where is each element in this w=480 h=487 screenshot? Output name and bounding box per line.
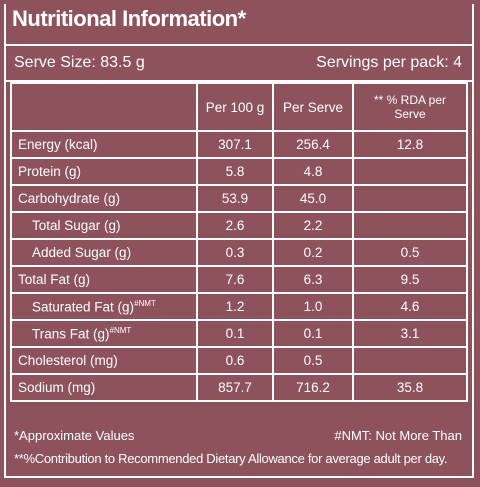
row: Trans Fat (g)#NMT 0.1 0.1 3.1 [10, 319, 468, 348]
value-cell: 857.7 [196, 373, 274, 402]
row: Total Fat (g) 7.6 6.3 9.5 [10, 265, 468, 294]
row-label: Total Sugar (g) [10, 211, 198, 240]
value-cell: 6.3 [272, 265, 354, 294]
value-cell: 3.1 [352, 319, 468, 348]
row-label: Saturated Fat (g)#NMT [10, 292, 198, 321]
title: Nutritional Information* [12, 6, 246, 31]
footnote: **%Contribution to Recommended Dietary A… [14, 451, 448, 466]
value-cell: 0.1 [196, 319, 274, 348]
row: Added Sugar (g) 0.3 0.2 0.5 [10, 238, 468, 267]
value-cell: 53.9 [196, 184, 274, 213]
empty-cell [352, 157, 468, 186]
value-cell: 7.6 [196, 265, 274, 294]
value-cell: 716.2 [272, 373, 354, 402]
row: Energy (kcal) 307.1 256.4 12.8 [10, 130, 468, 159]
value-cell: 0.1 [272, 319, 354, 348]
servings: Servings per pack: 4 [316, 54, 462, 71]
label-text: Total Sugar (g) [32, 218, 121, 233]
row: Sodium (mg) 857.7 716.2 35.8 [10, 373, 468, 402]
label-text: Trans Fat (g) [32, 326, 110, 342]
row-label: Energy (kcal) [10, 130, 198, 159]
label-text: Added Sugar (g) [32, 245, 132, 260]
row: Protein (g) 5.8 4.8 [10, 157, 468, 186]
header-row: Per 100 g Per Serve ** % RDA per Serve [10, 82, 468, 132]
label-text: Total Fat (g) [18, 272, 91, 287]
row: Cholesterol (mg) 0.6 0.5 [10, 346, 468, 375]
value-cell: 2.2 [272, 211, 354, 240]
header-cell: Per Serve [272, 82, 354, 132]
row-label: Added Sugar (g) [10, 238, 198, 267]
value-cell: 5.8 [196, 157, 274, 186]
row-label: Cholesterol (mg) [10, 346, 198, 375]
value-cell: 1.0 [272, 292, 354, 321]
value-cell: 0.3 [196, 238, 274, 267]
value-cell: 4.8 [272, 157, 354, 186]
row: Saturated Fat (g)#NMT 1.2 1.0 4.6 [10, 292, 468, 321]
serve-row: Serve Size: 83.5 g Servings per pack: 4 [6, 44, 472, 82]
value-cell: 1.2 [196, 292, 274, 321]
value-cell: 0.6 [196, 346, 274, 375]
label-note: #NMT [109, 325, 132, 335]
label-text: Cholesterol (mg) [18, 353, 118, 368]
row-label: Protein (g) [10, 157, 198, 186]
row-label: Sodium (mg) [10, 373, 198, 402]
row-label: Trans Fat (g)#NMT [10, 319, 198, 348]
label-note: #NMT [134, 298, 156, 308]
empty-cell [352, 184, 468, 213]
label-text: Energy (kcal) [18, 137, 98, 152]
label-box: Nutritional Information* Serve Size: 83.… [4, 4, 474, 478]
label-text: Saturated Fat (g) [32, 299, 135, 315]
nutrition-table: Per 100 g Per Serve ** % RDA per Serve E… [10, 82, 468, 402]
label-text: Protein (g) [18, 164, 82, 179]
value-cell: 35.8 [352, 373, 468, 402]
label-text: Carbohydrate (g) [18, 191, 121, 206]
header-cell [10, 82, 198, 132]
empty-cell [352, 346, 468, 375]
value-cell: 256.4 [272, 130, 354, 159]
footnote: #NMT: Not More Than [334, 428, 462, 443]
value-cell: 0.5 [272, 346, 354, 375]
value-cell: 0.2 [272, 238, 354, 267]
row: Total Sugar (g) 2.6 2.2 [10, 211, 468, 240]
serve-size: Serve Size: 83.5 g [14, 54, 145, 71]
empty-cell [352, 211, 468, 240]
value-cell: 2.6 [196, 211, 274, 240]
value-cell: 12.8 [352, 130, 468, 159]
footnote: *Approximate Values [14, 428, 135, 443]
label-text: Sodium (mg) [18, 380, 96, 395]
header-cell: ** % RDA per Serve [352, 82, 468, 132]
value-cell: 0.5 [352, 238, 468, 267]
value-cell: 9.5 [352, 265, 468, 294]
value-cell: 45.0 [272, 184, 354, 213]
row-label: Total Fat (g) [10, 265, 198, 294]
header-cell: Per 100 g [196, 82, 274, 132]
value-cell: 4.6 [352, 292, 468, 321]
row: Carbohydrate (g) 53.9 45.0 [10, 184, 468, 213]
row-label: Carbohydrate (g) [10, 184, 198, 213]
value-cell: 307.1 [196, 130, 274, 159]
